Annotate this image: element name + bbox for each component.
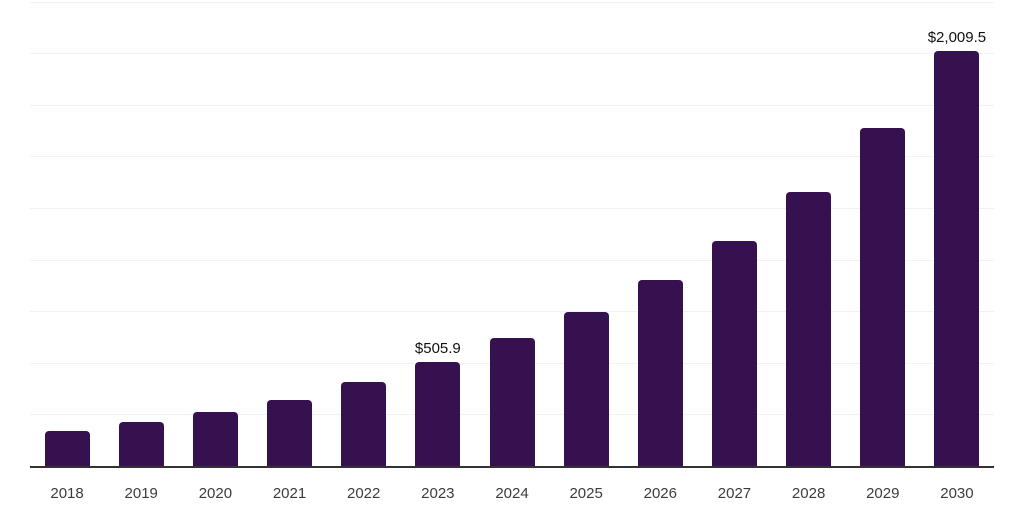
bar-2019 xyxy=(118,422,164,466)
bar-2021 xyxy=(267,399,313,466)
bar-2030 xyxy=(934,51,980,466)
x-tick-2030: 2030 xyxy=(940,485,974,502)
plot-area: 2018 2019 2020 2021 2022 2023 $505.9 2024 2025 20… xyxy=(30,0,994,512)
x-tick-2028: 2028 xyxy=(791,485,826,502)
x-tick-2018: 2018 xyxy=(50,485,84,502)
value-label-2023: $505.9 xyxy=(414,339,461,357)
x-axis-line xyxy=(30,466,994,468)
bar-2028 xyxy=(786,191,832,466)
bar-2018 xyxy=(44,430,90,466)
value-label-2030: $2,009.5 xyxy=(927,29,987,47)
x-tick-2027: 2027 xyxy=(717,485,752,502)
bar-2029 xyxy=(860,127,906,466)
bar-2025 xyxy=(563,312,609,466)
x-tick-2025: 2025 xyxy=(569,485,603,502)
gridline xyxy=(30,259,994,261)
x-tick-2021: 2021 xyxy=(272,485,307,502)
bar-2026 xyxy=(637,280,683,466)
x-tick-2019: 2019 xyxy=(124,485,158,502)
gridline xyxy=(30,104,994,106)
bar-2027 xyxy=(711,241,757,466)
gridline xyxy=(30,208,994,210)
gridline xyxy=(30,311,994,313)
bar-2022 xyxy=(341,382,387,466)
x-tick-2026: 2026 xyxy=(643,485,677,502)
bar-chart: 2018 2019 2020 2021 2022 2023 $505.9 2024 2025 20… xyxy=(30,0,994,512)
bar-2024 xyxy=(489,338,535,466)
x-tick-2020: 2020 xyxy=(198,485,233,502)
gridline xyxy=(30,1,994,3)
x-tick-2023: 2023 xyxy=(421,485,455,502)
gridline xyxy=(30,156,994,158)
gridline xyxy=(30,53,994,55)
x-tick-2022: 2022 xyxy=(347,485,381,502)
bar-2020 xyxy=(192,412,238,466)
bar-2023 xyxy=(415,361,461,466)
x-tick-2029: 2029 xyxy=(866,485,900,502)
x-tick-2024: 2024 xyxy=(495,485,529,502)
